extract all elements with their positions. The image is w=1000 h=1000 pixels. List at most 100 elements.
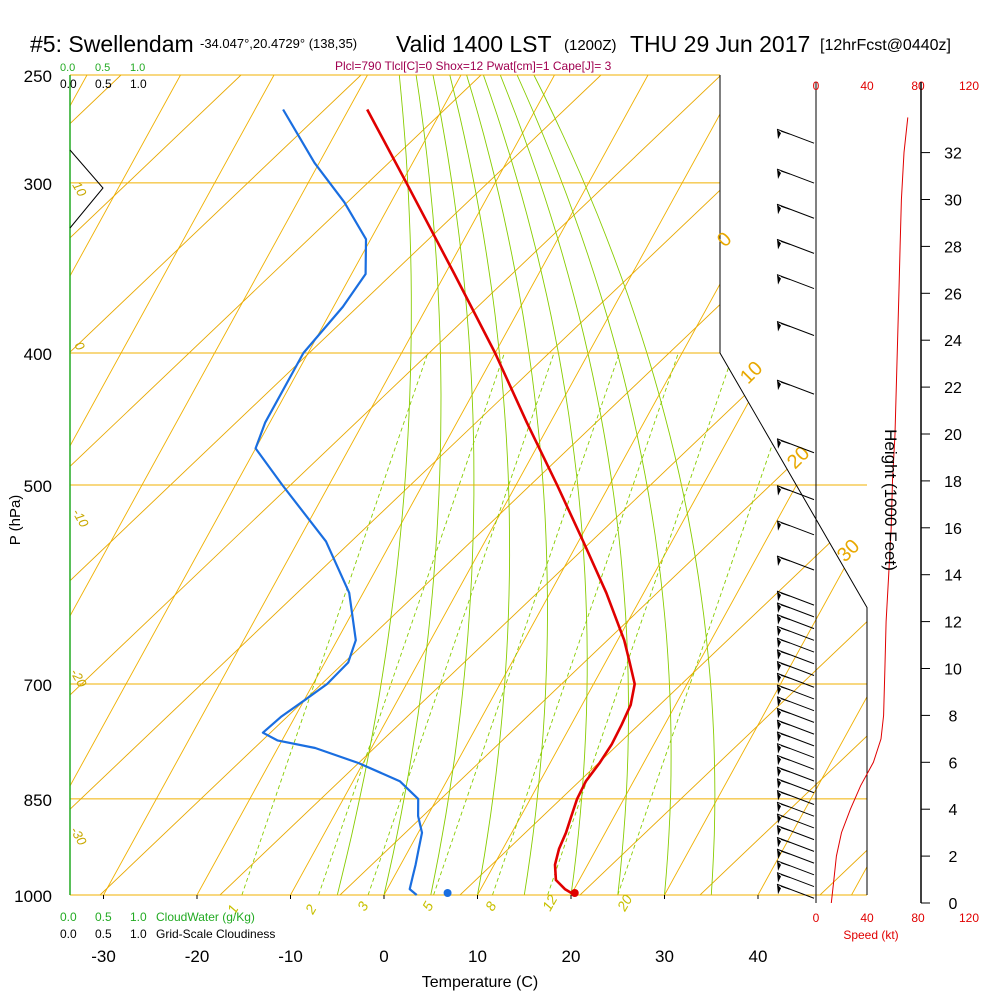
wind-barb xyxy=(776,766,815,782)
station-title: #5: Swellendam xyxy=(30,31,194,57)
wind-barb xyxy=(776,661,815,676)
height-tick-label: 4 xyxy=(949,802,958,819)
cloudiness-scale-bottom: 1.0 xyxy=(130,927,147,941)
mixing-ratio-label: 20 xyxy=(613,892,635,915)
sounding-parameters: Plcl=790 Tlcl[C]=0 Shox=12 Pwat[cm]=1 Ca… xyxy=(335,59,612,73)
wind-barb xyxy=(776,719,815,735)
wind-barb xyxy=(776,379,815,395)
wind-barb xyxy=(776,778,815,794)
cloudwater-scale-top: 1.0 xyxy=(130,62,145,74)
wind-barb xyxy=(776,872,815,888)
wind-barb xyxy=(776,590,815,606)
cloudwater-trace xyxy=(69,149,104,229)
pressure-tick-label: 500 xyxy=(24,477,52,496)
mixing-ratio-line xyxy=(492,352,679,895)
height-tick-label: 8 xyxy=(949,708,958,725)
wind-barb xyxy=(776,836,815,852)
mixing-ratio-line xyxy=(617,352,805,895)
mixing-ratio-label: 8 xyxy=(482,899,500,914)
height-tick-label: 16 xyxy=(944,521,962,538)
x-tick-label: -30 xyxy=(91,947,116,966)
isotherm-label: -10 xyxy=(69,506,92,530)
speed-tick-top: 0 xyxy=(813,79,820,93)
height-tick-label: 18 xyxy=(944,474,962,491)
wind-barb xyxy=(776,696,815,712)
dry-adiabat-label: 30 xyxy=(833,535,864,566)
isotherm-line xyxy=(70,75,275,895)
dry-adiabat-line xyxy=(579,75,867,895)
speed-tick-bottom: 80 xyxy=(911,911,925,925)
cloudiness-label: Grid-Scale Cloudiness xyxy=(156,927,275,941)
dry-adiabat-label: 10 xyxy=(736,357,767,388)
cloudiness-scale-top: 0.5 xyxy=(95,77,112,91)
wind-barb xyxy=(776,602,815,618)
speed-tick-top: 40 xyxy=(860,79,874,93)
pressure-tick-label: 850 xyxy=(24,791,52,810)
cloudwater-scale-bottom: 0.0 xyxy=(60,910,77,924)
mixing-ratio-line xyxy=(547,352,734,895)
x-tick-label: -10 xyxy=(278,947,303,966)
wind-barb xyxy=(776,790,815,805)
dry-adiabat-line xyxy=(70,75,242,895)
isotherm-label: -30 xyxy=(67,824,90,848)
wind-barb xyxy=(776,555,815,571)
forecast-run: [12hrFcst@0440z] xyxy=(820,37,951,54)
height-tick-label: 6 xyxy=(949,755,958,772)
valid-time: Valid 1400 LST xyxy=(396,31,552,57)
dewpoint-profile xyxy=(254,108,424,896)
height-tick-label: 30 xyxy=(944,193,962,210)
cloudwater-scale-bottom: 0.5 xyxy=(95,910,112,924)
wind-barb xyxy=(776,238,815,254)
forecast-date: THU 29 Jun 2017 xyxy=(630,31,810,57)
pressure-tick-label: 700 xyxy=(24,676,52,695)
height-tick-label: 2 xyxy=(949,849,958,866)
wind-barb xyxy=(776,614,815,630)
wind-barb xyxy=(776,813,815,829)
wind-barb xyxy=(776,743,815,759)
dry-adiabat-line xyxy=(0,75,1,895)
valid-zulu: (1200Z) xyxy=(564,37,617,54)
mixing-ratio-line xyxy=(433,352,620,895)
x-tick-label: 40 xyxy=(749,947,768,966)
mixing-ratio-line xyxy=(318,352,505,895)
wind-barb xyxy=(776,707,815,723)
isotherm-label: 10 xyxy=(69,179,90,200)
height-tick-label: 10 xyxy=(944,662,962,679)
cloudiness-scale-bottom: 0.5 xyxy=(95,927,112,941)
isotherm-label: 0 xyxy=(71,339,88,353)
wind-barb xyxy=(776,520,815,536)
wind-barb xyxy=(776,321,815,336)
wind-barb xyxy=(776,637,815,653)
x-axis-label: Temperature (C) xyxy=(422,974,538,991)
cloudwater-scale-top: 0.0 xyxy=(60,62,75,74)
x-tick-label: -20 xyxy=(185,947,210,966)
surface-dewpoint-marker xyxy=(443,889,452,897)
wind-barb xyxy=(776,731,815,747)
speed-tick-top: 80 xyxy=(911,79,925,93)
mixing-ratio-label: 3 xyxy=(354,899,372,914)
wind-barb xyxy=(776,625,815,641)
height-tick-label: 32 xyxy=(944,146,962,163)
wind-barb xyxy=(776,203,815,219)
pressure-tick-label: 1000 xyxy=(14,887,52,906)
temperature-profile xyxy=(366,108,637,897)
isotherm-line xyxy=(851,75,867,895)
dry-adiabat-line xyxy=(70,75,482,895)
isotherm-line xyxy=(757,75,867,895)
dry-adiabat-line xyxy=(699,75,867,895)
height-tick-label: 26 xyxy=(944,286,962,303)
wind-barb xyxy=(776,649,815,665)
wind-barb xyxy=(776,848,815,864)
dry-adiabat-line xyxy=(70,75,362,895)
wind-barb xyxy=(776,801,815,817)
height-tick-label: 0 xyxy=(949,896,958,913)
wind-speed-profile xyxy=(830,117,909,904)
speed-tick-bottom: 40 xyxy=(860,911,874,925)
mixing-ratio-label: 12 xyxy=(539,892,561,914)
speed-tick-top: 120 xyxy=(959,79,979,93)
x-tick-label: 30 xyxy=(655,947,674,966)
wind-barb xyxy=(776,883,815,899)
mixing-ratio-label: 2 xyxy=(301,902,319,918)
height-tick-label: 12 xyxy=(944,615,962,632)
